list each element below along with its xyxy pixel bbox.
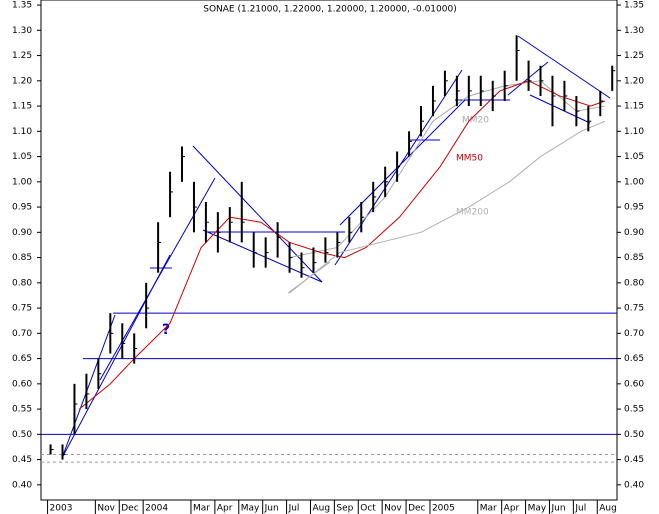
y-tick-label-right: 0.85 [624,253,644,263]
x-tick-label: Mar [193,504,210,514]
series-label: MM200 [456,208,489,218]
x-tick-label: Aug [599,504,617,514]
annotation: ? [162,322,170,338]
x-tick-label: Jun [550,504,565,514]
y-tick-label: 1.25 [12,51,32,61]
series-label: MM50 [456,154,483,164]
y-tick-label-right: 1.10 [624,127,644,137]
trendline [99,177,216,381]
y-tick-label: 0.40 [12,480,32,490]
y-tick-label: 0.45 [12,455,32,465]
y-tick-label-right: 0.40 [624,480,644,490]
y-tick-label: 1.35 [12,1,32,11]
x-tick-label: Jun [264,504,279,514]
y-tick-label-right: 1.20 [624,76,644,86]
y-tick-label-right: 0.65 [624,354,644,364]
y-tick-label-right: 1.15 [624,102,644,112]
x-tick-label: 2003 [50,504,73,514]
y-tick-label-right: 0.50 [624,430,644,440]
y-tick-label-right: 1.00 [624,177,644,187]
x-tick-label: Sep [336,504,353,514]
y-tick-label-right: 0.80 [624,278,644,288]
y-tick-label-right: 0.90 [624,228,644,238]
y-tick-label-right: 0.70 [624,329,644,339]
trendline [192,145,323,283]
x-tick-label: Jul [574,504,586,514]
chart-title: SONAE (1.21000, 1.22000, 1.20000, 1.2000… [203,5,456,15]
y-tick-label: 0.55 [12,405,32,415]
y-tick-label: 1.30 [12,26,32,36]
x-tick-label: Apr [217,504,233,514]
y-tick-label: 0.75 [12,304,32,314]
series-label: MM20 [462,116,489,126]
y-tick-label: 0.50 [12,430,32,440]
y-tick-label-right: 1.05 [624,152,644,162]
y-tick-label-right: 0.55 [624,405,644,415]
x-tick-label: Apr [504,504,520,514]
y-tick-label-right: 0.60 [624,379,644,389]
y-tick-label-right: 1.25 [624,51,644,61]
x-tick-label: Jul [288,504,300,514]
y-tick-label: 1.20 [12,76,32,86]
y-tick-label-right: 1.35 [624,1,644,11]
y-tick-label-right: 0.45 [624,455,644,465]
x-tick-label: Nov [384,504,402,514]
y-tick-label: 1.15 [12,102,32,112]
x-tick-label: Dec [408,504,425,514]
x-tick-label: Dec [121,504,138,514]
y-tick-label: 0.80 [12,278,32,288]
y-tick-label: 0.85 [12,253,32,263]
x-tick-label: Aug [312,504,330,514]
y-tick-label: 1.00 [12,177,32,187]
x-tick-label: 2005 [432,504,455,514]
y-tick-label: 1.05 [12,152,32,162]
x-tick-label: May [241,504,260,514]
x-tick-label: Oct [360,504,376,514]
y-tick-label: 0.90 [12,228,32,238]
x-tick-label: May [528,504,547,514]
y-tick-label-right: 1.30 [624,26,644,36]
moving-average-line [289,120,606,294]
y-tick-label: 0.60 [12,379,32,389]
y-tick-label-right: 0.95 [624,203,644,213]
x-tick-label: Nov [97,504,115,514]
y-tick-label: 1.10 [12,127,32,137]
trendline [517,35,611,99]
y-tick-label: 0.65 [12,354,32,364]
y-tick-label-right: 0.75 [624,304,644,314]
x-tick-label: Mar [480,504,497,514]
x-tick-label: 2004 [145,504,168,514]
plot-frame [40,0,618,501]
trendline [334,69,463,266]
trendline [529,94,591,124]
y-tick-label: 0.70 [12,329,32,339]
y-tick-label: 0.95 [12,203,32,213]
